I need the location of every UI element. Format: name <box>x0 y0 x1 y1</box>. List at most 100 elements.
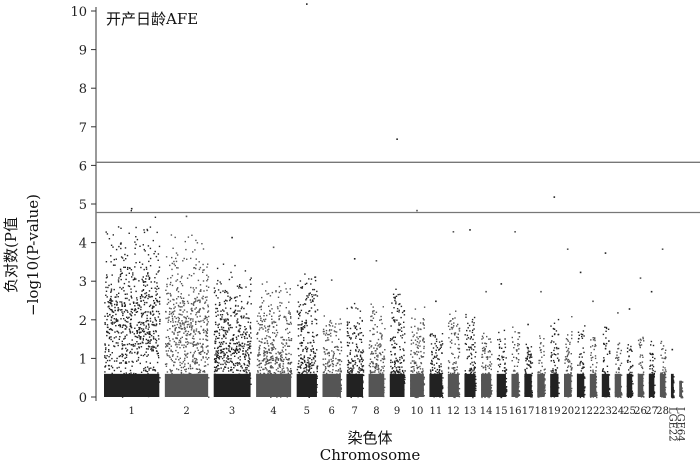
snp-point <box>489 351 491 353</box>
snp-point <box>234 305 237 307</box>
snp-point <box>373 313 376 315</box>
snp-point <box>512 370 515 372</box>
snp-point <box>469 330 471 332</box>
snp-point <box>125 356 128 358</box>
snp-point <box>218 337 220 339</box>
snp-point <box>351 372 353 374</box>
snp-point <box>218 332 220 334</box>
snp-point <box>469 338 472 340</box>
snp-point <box>146 355 148 357</box>
snp-point <box>172 319 174 321</box>
snp-point <box>192 320 194 322</box>
snp-point <box>357 371 359 373</box>
snp-point <box>239 310 241 312</box>
snp-point <box>107 315 109 317</box>
snp-point <box>243 355 246 358</box>
snp-point <box>298 305 300 308</box>
snp-point <box>270 343 272 345</box>
snp-point <box>222 343 224 345</box>
snp-point <box>370 340 372 342</box>
snp-point <box>105 347 107 349</box>
snp-point <box>206 323 209 325</box>
snp-point <box>189 319 192 321</box>
snp-point <box>165 311 167 313</box>
snp-point <box>537 372 539 374</box>
snp-point <box>142 299 145 302</box>
snp-point <box>191 327 193 329</box>
snp-point <box>517 361 519 363</box>
snp-point <box>145 327 147 329</box>
snp-point <box>486 358 489 360</box>
snp-point <box>135 262 137 264</box>
snp-point <box>172 321 174 323</box>
snp-point <box>123 266 125 268</box>
snp-point <box>283 339 286 341</box>
snp-point <box>316 334 319 336</box>
snp-point <box>360 338 362 341</box>
snp-point <box>228 327 230 329</box>
snp-point <box>124 357 126 359</box>
snp-point <box>128 316 130 319</box>
snp-point <box>149 317 152 320</box>
snp-point <box>237 335 240 337</box>
snp-point <box>218 323 220 325</box>
snp-point <box>414 325 416 328</box>
snp-point <box>155 350 158 352</box>
snp-point <box>142 322 144 325</box>
snp-point <box>471 318 474 321</box>
snp-point <box>171 284 174 287</box>
snp-point <box>316 349 318 351</box>
snp-point <box>180 366 183 369</box>
snp-point <box>105 357 107 359</box>
snp-point <box>227 358 229 361</box>
snp-point <box>416 336 418 338</box>
snp-point <box>241 336 243 339</box>
snp-point <box>524 370 527 373</box>
snp-point <box>216 370 218 372</box>
snp-point <box>362 349 364 351</box>
snp-point <box>203 318 206 320</box>
snp-point <box>454 343 456 345</box>
snp-point <box>249 326 252 329</box>
snp-point <box>104 343 106 345</box>
snp-point <box>152 345 154 347</box>
snp-point <box>243 331 245 333</box>
snp-point <box>158 356 160 359</box>
snp-point <box>157 259 159 261</box>
snp-point <box>306 350 308 353</box>
snp-point <box>112 234 114 236</box>
snp-point <box>418 371 420 373</box>
snp-point <box>170 370 172 372</box>
snp-point <box>499 359 501 361</box>
snp-point <box>470 352 472 355</box>
snp-point <box>261 338 263 340</box>
snp-point <box>305 297 308 300</box>
snp-point <box>451 367 453 369</box>
snp-point <box>312 357 315 359</box>
snp-point <box>142 313 144 316</box>
snp-point <box>485 367 487 369</box>
snp-point <box>213 370 216 373</box>
snp-point <box>228 350 230 352</box>
snp-point <box>173 260 175 263</box>
snp-point <box>353 367 355 369</box>
y-tick-label: 1 <box>79 352 87 367</box>
snp-point <box>276 356 278 358</box>
snp-point <box>141 321 143 324</box>
snp-point <box>167 298 169 301</box>
snp-point <box>216 337 219 339</box>
snp-point <box>203 321 205 323</box>
snp-point <box>173 307 175 310</box>
snp-point <box>416 346 419 348</box>
snp-point <box>154 216 157 218</box>
snp-point <box>157 372 159 374</box>
snp-point <box>422 340 424 342</box>
snp-point <box>128 232 130 234</box>
snp-point <box>283 315 286 318</box>
snp-point <box>234 351 237 353</box>
snp-point <box>271 344 274 346</box>
snp-point <box>113 360 116 362</box>
snp-point <box>266 314 268 317</box>
snp-point <box>172 311 175 313</box>
snp-point <box>129 369 132 372</box>
